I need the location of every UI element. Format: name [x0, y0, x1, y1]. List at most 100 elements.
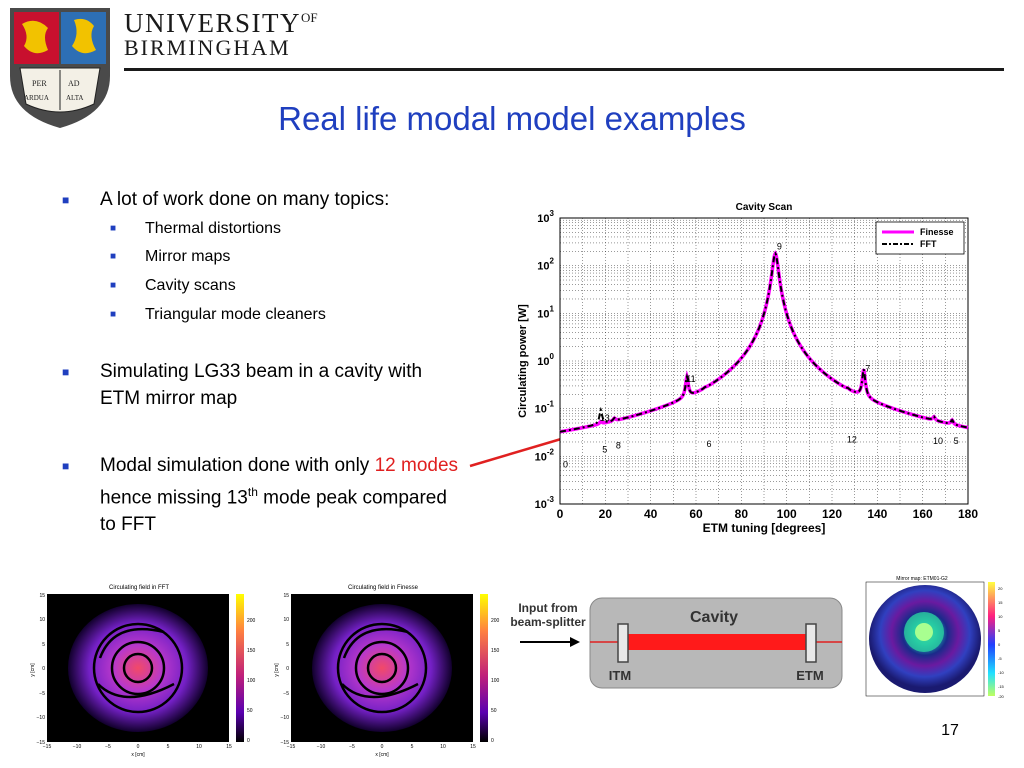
- x-tick-label: 80: [735, 507, 749, 521]
- svg-text:−10: −10: [37, 715, 46, 721]
- peak-label: 12: [847, 435, 857, 445]
- cavity-diagram: Input from beam-splitter Cavity ITM ETM: [510, 597, 843, 689]
- svg-text:5: 5: [998, 628, 1001, 633]
- university-crest-logo: PER AD ARDUA ALTA: [10, 8, 110, 128]
- peak-label: 7: [865, 363, 870, 373]
- svg-text:0: 0: [137, 744, 140, 750]
- peak-label: 0: [563, 459, 568, 469]
- fft-colorbar: [236, 594, 244, 742]
- svg-text:x [cm]: x [cm]: [375, 752, 389, 758]
- svg-text:5: 5: [42, 642, 45, 648]
- svg-text:100: 100: [247, 678, 256, 684]
- svg-text:-5: -5: [998, 656, 1002, 661]
- svg-text:−5: −5: [39, 691, 45, 697]
- svg-text:15: 15: [470, 744, 476, 750]
- svg-text:150: 150: [491, 648, 500, 654]
- x-tick-label: 180: [958, 507, 978, 521]
- x-tick-label: 60: [689, 507, 703, 521]
- svg-text:50: 50: [491, 708, 497, 714]
- bullet-marker-icon: ■: [62, 365, 70, 379]
- peak-label: 5: [602, 444, 607, 454]
- finesse-colorbar: [480, 594, 488, 742]
- cavity-label: Cavity: [690, 609, 738, 626]
- cavity-scan-chart: Cavity Scan 0 20 40 60 80 100 120 140 160 1801031…: [517, 202, 978, 535]
- svg-text:-20: -20: [998, 694, 1005, 699]
- fft-panel-title: Circulating field in FFT: [109, 585, 169, 591]
- svg-text:100: 100: [491, 678, 500, 684]
- svg-text:5: 5: [286, 642, 289, 648]
- peak-label: 10: [933, 436, 943, 446]
- chart-title: Cavity Scan: [736, 202, 793, 213]
- svg-text:0: 0: [491, 738, 494, 744]
- svg-text:y [cm]: y [cm]: [30, 663, 36, 677]
- y-tick-label: 10-1: [535, 400, 555, 416]
- peak-label: 8: [616, 441, 621, 451]
- bullet-item: ■ Simulating LG33 beam in a cavity with …: [62, 361, 423, 409]
- finesse-panel-title: Circulating field in Finesse: [348, 585, 419, 591]
- university-name-line1: UNIVERSITYOF: [124, 8, 318, 38]
- bullet-marker-icon: ■: [110, 280, 117, 291]
- svg-text:15: 15: [39, 593, 45, 599]
- svg-text:15: 15: [226, 744, 232, 750]
- header-divider: [124, 68, 1004, 71]
- x-tick-label: 0: [557, 507, 564, 521]
- y-tick-label: 10-3: [535, 495, 555, 511]
- y-tick-label: 101: [537, 304, 554, 320]
- svg-text:0: 0: [286, 666, 289, 672]
- svg-text:−5: −5: [349, 744, 355, 750]
- svg-text:5: 5: [167, 744, 170, 750]
- svg-text:5: 5: [411, 744, 414, 750]
- svg-text:0: 0: [247, 738, 250, 744]
- svg-text:−5: −5: [105, 744, 111, 750]
- x-tick-label: 140: [867, 507, 887, 521]
- svg-text:15: 15: [283, 593, 289, 599]
- legend-fft-label: FFT: [920, 239, 937, 249]
- fft-field-panel: Circulating field in FFT 200 150 100 50 …: [30, 585, 256, 758]
- itm-mirror-icon: [617, 623, 629, 663]
- svg-text:-10: -10: [998, 670, 1005, 675]
- svg-text:200: 200: [491, 618, 500, 624]
- bullet-marker-icon: ■: [110, 223, 117, 234]
- sub-bullet-item: ■ Triangular mode cleaners: [110, 306, 326, 323]
- x-axis-label: ETM tuning [degrees]: [703, 521, 826, 535]
- etm-label: ETM: [796, 668, 823, 683]
- svg-text:200: 200: [247, 618, 256, 624]
- x-tick-label: 20: [599, 507, 613, 521]
- mirror-map-panel: Mirror map: ETM01-G2 20 15 10 5 0 -5 -10…: [865, 576, 1005, 699]
- itm-label: ITM: [609, 668, 631, 683]
- mirror-map-colorbar: [988, 582, 995, 696]
- peak-label: 6: [707, 439, 712, 449]
- x-tick-label: 40: [644, 507, 658, 521]
- peak-label: 13: [600, 413, 610, 423]
- svg-text:−10: −10: [73, 744, 82, 750]
- bullet-item: ■ A lot of work done on many topics:: [62, 186, 462, 213]
- x-tick-label: 120: [822, 507, 842, 521]
- y-axis-label: Circulating power [W]: [517, 304, 529, 418]
- peak-label: 5: [954, 436, 959, 446]
- crest-text: ALTA: [66, 94, 83, 102]
- svg-text:10: 10: [440, 744, 446, 750]
- fft-ring-pattern: [92, 622, 184, 714]
- svg-text:−5: −5: [283, 691, 289, 697]
- svg-text:−15: −15: [37, 740, 46, 746]
- input-label: Input from beam-splitter: [510, 601, 586, 629]
- bullet-marker-icon: ■: [62, 193, 70, 207]
- legend-finesse-label: Finesse: [920, 227, 954, 237]
- svg-text:10: 10: [998, 614, 1003, 619]
- fft-series-line: [559, 251, 969, 433]
- crest-text: ARDUA: [24, 94, 49, 102]
- peak-label: 11: [686, 374, 695, 384]
- bullet-item: ■ Modal simulation done with only 12 mod…: [62, 455, 459, 536]
- sub-bullet-item: ■ Cavity scans: [110, 277, 236, 294]
- svg-text:20: 20: [998, 586, 1003, 591]
- etm-mirror-icon: [805, 623, 817, 663]
- svg-text:-15: -15: [998, 684, 1005, 689]
- svg-text:−10: −10: [317, 744, 326, 750]
- bullet-marker-icon: ■: [110, 251, 117, 262]
- finesse-field-panel: Circulating field in Finesse 200 150 100…: [274, 585, 500, 758]
- mirror-map-title: Mirror map: ETM01-G2: [896, 576, 948, 582]
- svg-text:0: 0: [42, 666, 45, 672]
- peak-label: 9: [777, 241, 782, 251]
- svg-text:10: 10: [39, 617, 45, 623]
- y-tick-label: 10-2: [535, 447, 555, 463]
